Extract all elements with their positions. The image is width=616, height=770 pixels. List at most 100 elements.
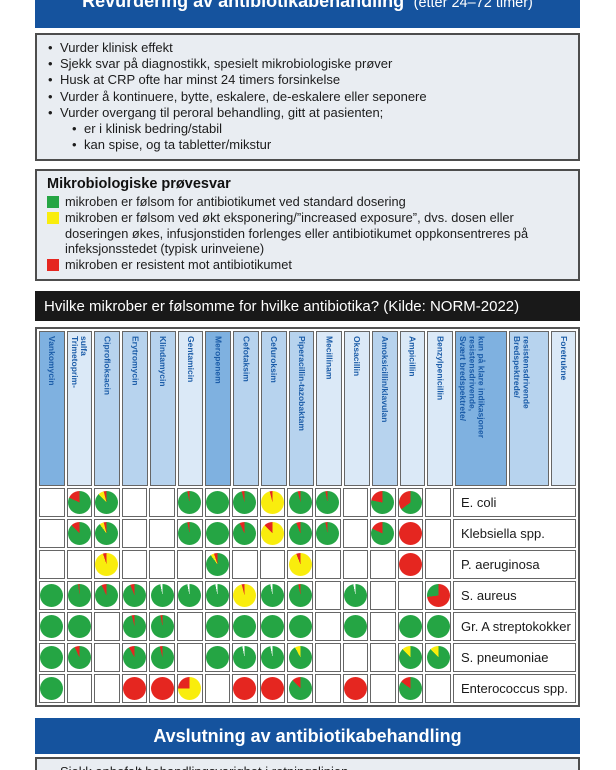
susceptibility-cell bbox=[66, 581, 93, 611]
susceptibility-cell bbox=[397, 674, 424, 704]
susceptibility-cell bbox=[315, 612, 341, 642]
susceptibility-pie bbox=[261, 677, 285, 701]
table-row: Klebsiella spp. bbox=[39, 519, 576, 549]
end-checklist: Sjekk anbefalt behandlingsvarighet i ret… bbox=[47, 764, 568, 770]
susceptibility-cell bbox=[94, 643, 120, 673]
checklist-item: Vurder overgang til peroral behandling, … bbox=[47, 105, 568, 121]
susceptibility-pie bbox=[123, 584, 147, 608]
susceptibility-table: Vankomycin Trimetoprim-sulfa Ciprofloksaci… bbox=[35, 327, 580, 708]
susceptibility-cell bbox=[342, 550, 369, 580]
susceptibility-cell bbox=[94, 488, 120, 518]
susceptibility-cell bbox=[287, 519, 313, 549]
susceptibility-cell bbox=[177, 488, 203, 518]
susceptibility-pie bbox=[123, 646, 147, 670]
micro-legend-text: mikroben er resistent mot antibiotikumet bbox=[65, 256, 292, 272]
susceptibility-pie bbox=[123, 615, 147, 639]
antibiotic-column-header: Ampicillin bbox=[399, 331, 426, 487]
susceptibility-cell bbox=[259, 550, 286, 580]
susceptibility-cell bbox=[232, 643, 258, 673]
susceptibility-cell bbox=[259, 488, 286, 518]
susceptibility-cell bbox=[287, 488, 313, 518]
susceptibility-cell bbox=[177, 674, 203, 704]
susceptibility-pie bbox=[40, 677, 64, 701]
susceptibility-cell bbox=[315, 519, 341, 549]
susceptibility-cell bbox=[121, 550, 148, 580]
susceptibility-cell bbox=[370, 550, 396, 580]
susceptibility-pie bbox=[288, 646, 312, 670]
antibiotic-column-header: Mecillinam bbox=[316, 331, 343, 487]
susceptibility-cell bbox=[370, 519, 396, 549]
susceptibility-pie bbox=[40, 584, 64, 608]
susceptibility-pie bbox=[399, 646, 423, 670]
susceptibility-pie bbox=[426, 584, 450, 608]
avslutning-title: Avslutning av antibiotikabehandling bbox=[153, 725, 462, 746]
antibiotic-column-header: Amoksicillin/klavulan bbox=[371, 331, 398, 487]
susceptibility-cell bbox=[39, 550, 65, 580]
susceptibility-cell bbox=[121, 581, 148, 611]
antibiotic-column-header: Oksacillin bbox=[344, 331, 370, 487]
susceptibility-pie bbox=[288, 584, 312, 608]
susceptibility-pie bbox=[233, 522, 257, 546]
susceptibility-pie bbox=[233, 584, 257, 608]
susceptibility-pie bbox=[426, 646, 450, 670]
susceptibility-cell bbox=[39, 519, 65, 549]
table-row: S. aureus bbox=[39, 581, 576, 611]
susceptibility-cell bbox=[425, 550, 451, 580]
susceptibility-pie bbox=[371, 522, 395, 546]
susceptibility-pie bbox=[261, 522, 285, 546]
revurdering-subtitle: (etter 24–72 timer) bbox=[413, 0, 533, 11]
susceptibility-cell bbox=[121, 488, 148, 518]
susceptibility-cell bbox=[315, 488, 341, 518]
susceptibility-cell bbox=[39, 643, 65, 673]
susceptibility-pie bbox=[261, 584, 285, 608]
avslutning-section-bar: Avslutning av antibiotikabehandling bbox=[35, 718, 580, 755]
susceptibility-pie bbox=[40, 646, 64, 670]
susceptibility-cell bbox=[204, 519, 231, 549]
susceptibility-cell bbox=[204, 612, 231, 642]
microbe-label: Gr. A streptokokker bbox=[453, 612, 576, 642]
table-row: Enterococcus spp. bbox=[39, 674, 576, 704]
header-label-line: Benzylpenicillin bbox=[435, 336, 446, 401]
susceptibility-cell bbox=[397, 488, 424, 518]
susceptibility-pie bbox=[399, 615, 423, 639]
micro-results-box: Mikrobiologiske prøvesvar mikroben er fø… bbox=[35, 169, 580, 282]
susceptibility-pie bbox=[288, 522, 312, 546]
header-label-line: Foretrukne bbox=[559, 336, 570, 381]
checklist-subitem: kan spise, og ta tabletter/mikstur bbox=[71, 137, 568, 153]
checklist-item: Vurder klinisk effekt bbox=[47, 40, 568, 56]
header-label-line: sulfa bbox=[79, 336, 90, 357]
susceptibility-pie bbox=[399, 522, 423, 546]
susceptibility-cell bbox=[259, 519, 286, 549]
susceptibility-cell bbox=[259, 674, 286, 704]
antibiotic-column-header: Cefotaksim bbox=[233, 331, 259, 487]
antibiotic-column-header: Klindamycin bbox=[149, 331, 176, 487]
susceptibility-cell bbox=[425, 612, 451, 642]
susceptibility-cell bbox=[370, 581, 396, 611]
susceptibility-cell bbox=[397, 550, 424, 580]
susceptibility-pie bbox=[233, 615, 257, 639]
header-label-line: Oksacillin bbox=[352, 336, 363, 377]
microbe-label: P. aeruginosa bbox=[453, 550, 576, 580]
susceptibility-pie bbox=[178, 522, 202, 546]
susceptibility-pie bbox=[95, 491, 119, 515]
susceptibility-cell bbox=[149, 519, 175, 549]
susceptibility-cell bbox=[39, 612, 65, 642]
susceptibility-cell bbox=[425, 519, 451, 549]
header-label-line: Bredspektrede/ bbox=[512, 336, 523, 399]
micro-legend-text: mikroben er følsom ved økt eksponering/”… bbox=[65, 210, 529, 257]
susceptibility-pie bbox=[205, 491, 229, 515]
susceptibility-pie bbox=[40, 615, 64, 639]
susceptibility-cell bbox=[94, 519, 120, 549]
susceptibility-cell bbox=[425, 674, 451, 704]
susceptibility-cell bbox=[232, 550, 258, 580]
susceptibility-pie bbox=[67, 646, 91, 670]
antibiotic-column-header: Meropenem bbox=[205, 331, 232, 487]
microbe-label: S. aureus bbox=[453, 581, 576, 611]
antibiotic-header-row: Vankomycin Trimetoprim-sulfa Ciprofloksaci… bbox=[39, 331, 576, 487]
susceptibility-cell bbox=[370, 674, 396, 704]
susceptibility-cell bbox=[397, 643, 424, 673]
checklist-item: Vurder å kontinuere, bytte, eskalere, de… bbox=[47, 89, 568, 105]
susceptibility-pie bbox=[233, 677, 257, 701]
microbe-label: E. coli bbox=[453, 488, 576, 518]
susceptibility-pie bbox=[95, 553, 119, 577]
